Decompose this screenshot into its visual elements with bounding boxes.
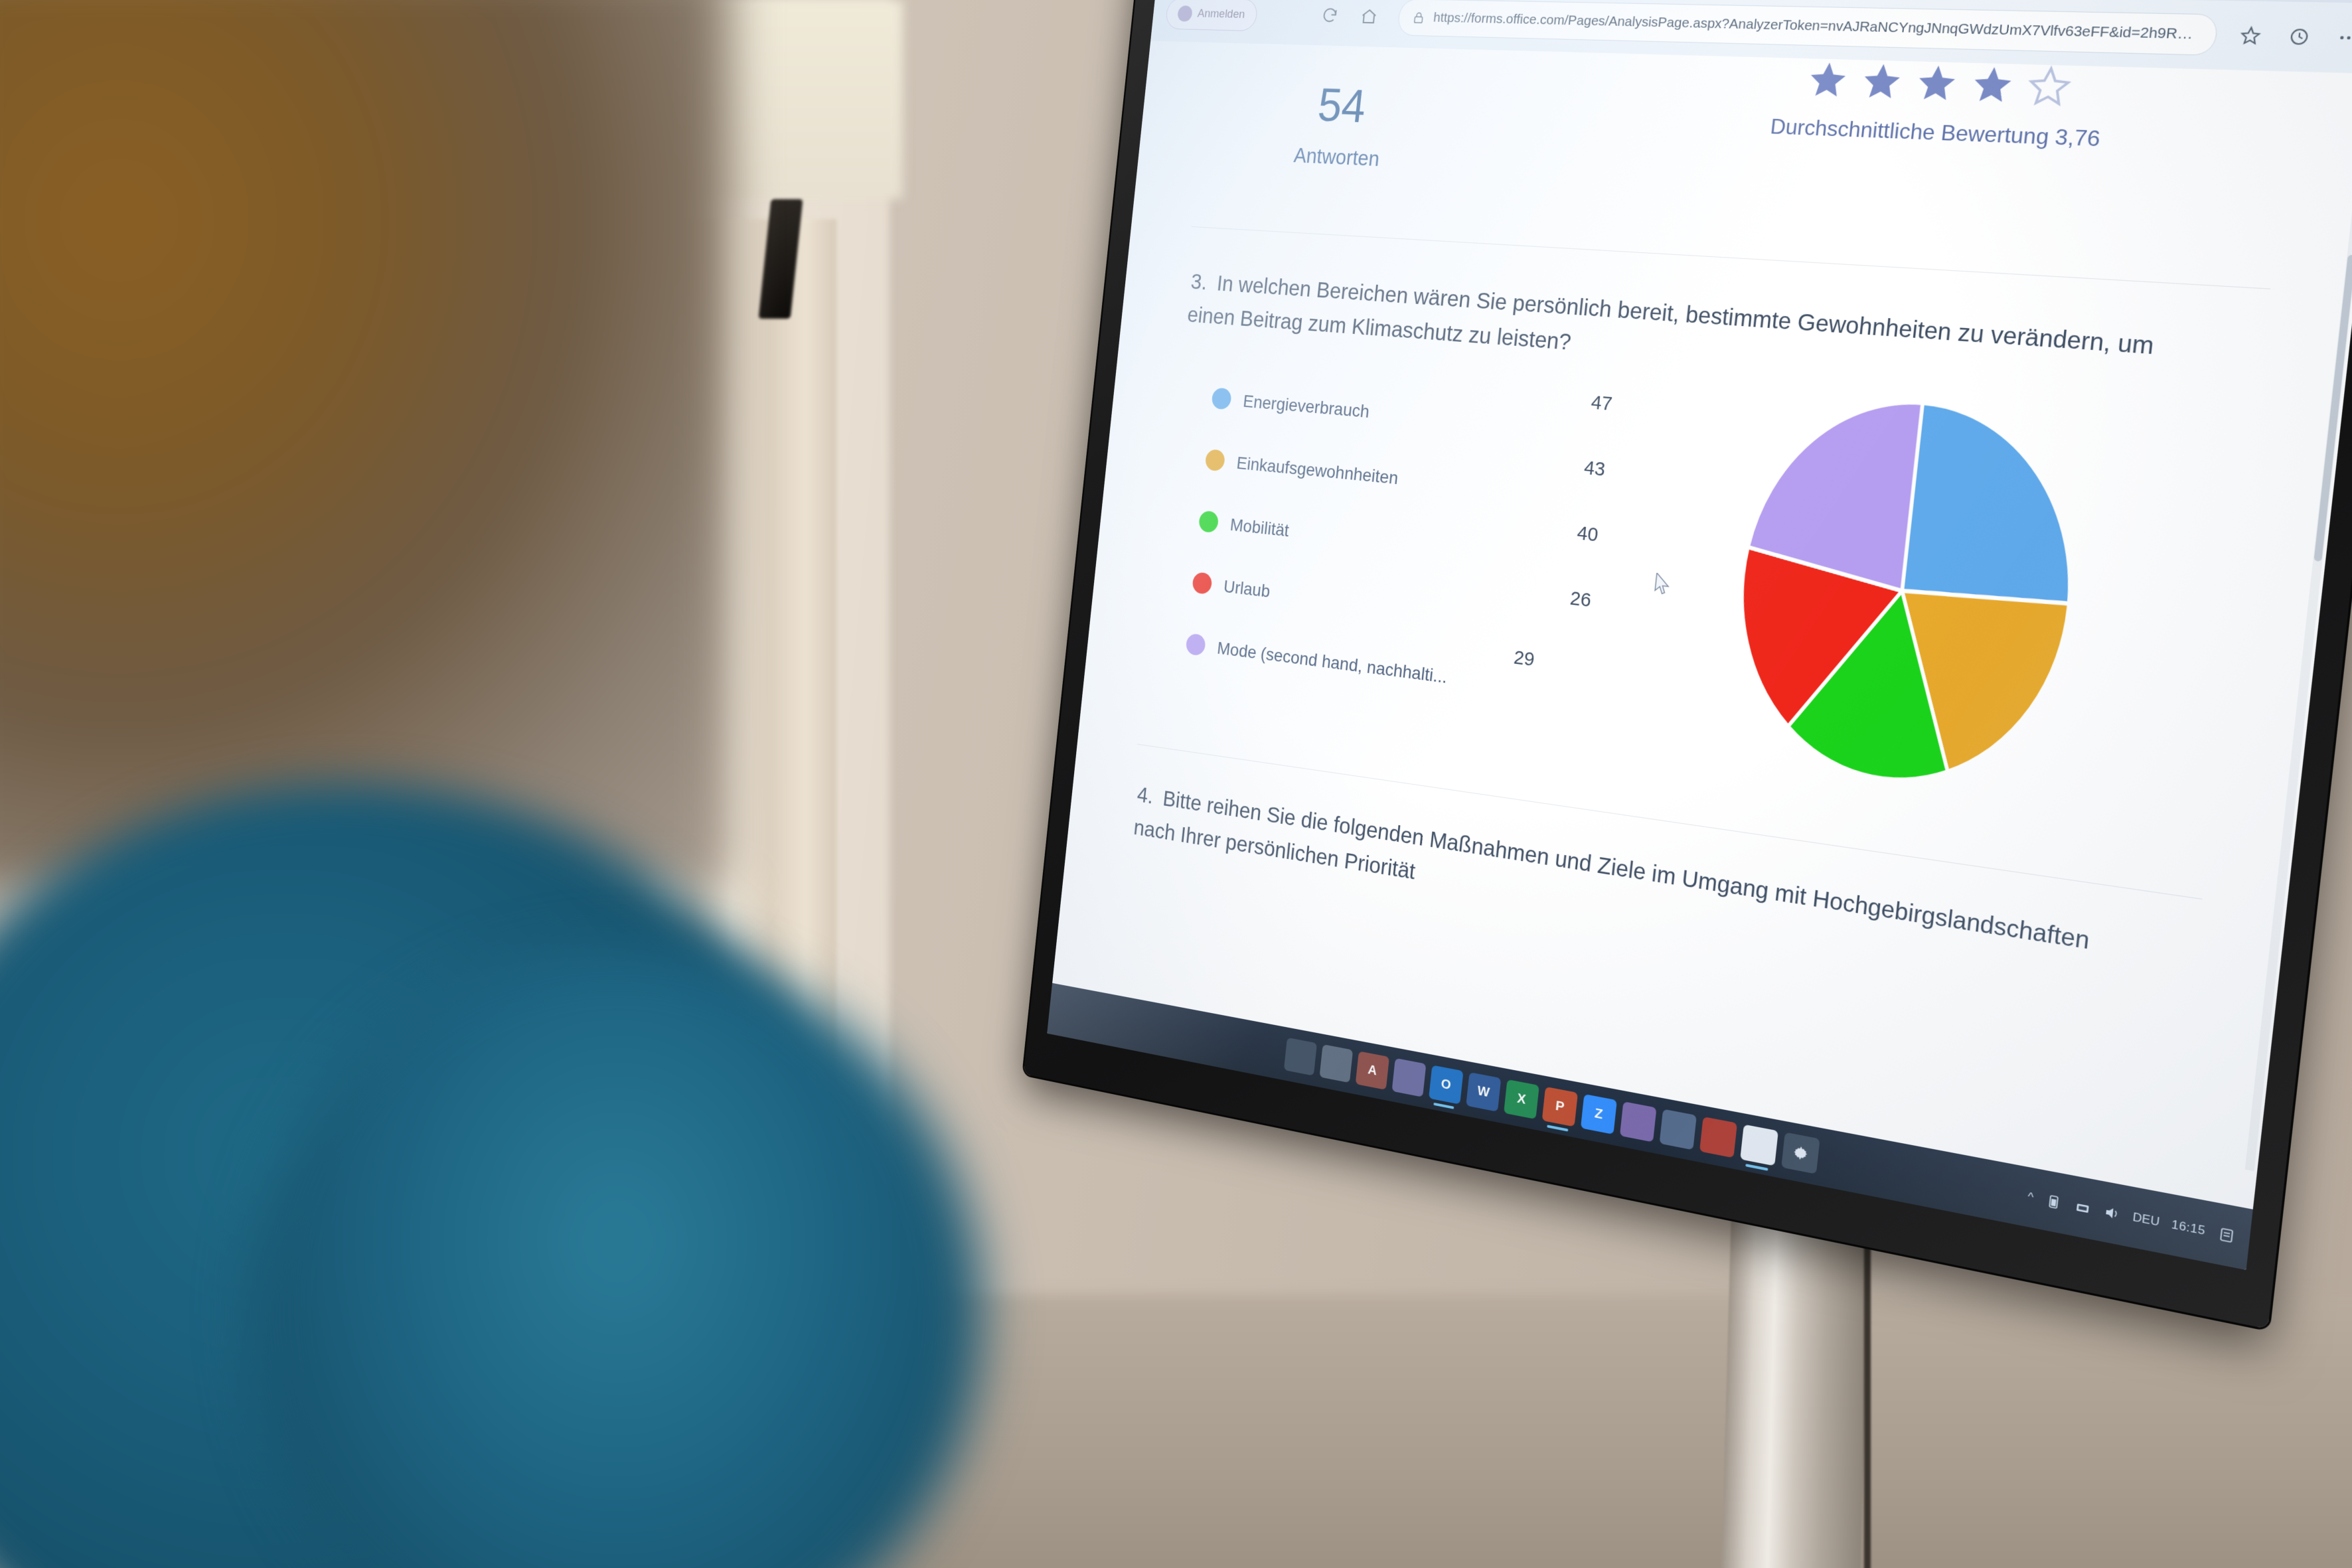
sign-in-button[interactable]: Anmelden	[1164, 0, 1259, 32]
legend-color-dot	[1211, 387, 1233, 410]
legend-value: 43	[1583, 456, 1607, 481]
tray-overflow-icon[interactable]: ^	[2027, 1190, 2035, 1205]
monitor-stand-edge	[1864, 1221, 1871, 1568]
legend-color-dot	[1185, 633, 1207, 657]
legend-label: Einkaufsgewohnheiten	[1235, 452, 1399, 488]
taskbar-notes-app-icon[interactable]	[1740, 1124, 1778, 1166]
pie-slice-energieverbrauch[interactable]	[1902, 402, 2090, 608]
pie-chart[interactable]	[1721, 386, 2093, 805]
question-4-number: 4.	[1136, 782, 1155, 809]
taskbar-recorder-icon[interactable]	[1699, 1117, 1738, 1158]
legend-color-dot	[1204, 448, 1226, 471]
legend-label: Mobilität	[1229, 514, 1291, 540]
responses-label: Antworten	[1293, 143, 1381, 171]
star-outline-icon	[2025, 64, 2074, 109]
volume-icon[interactable]	[2102, 1203, 2122, 1223]
monitor: Microsoft Forms × + https://forms.office…	[1016, 0, 2352, 1416]
legend-value: 26	[1569, 587, 1593, 611]
pie-chart-legend: Energieverbrauch 47 Einkaufsgewohnheiten…	[1183, 368, 1668, 735]
average-rating-summary: Durchschnittliche Bewertung 3,76	[1677, 55, 2213, 156]
taskbar-zoom-icon[interactable]: Z	[1580, 1093, 1617, 1135]
background-floor	[730, 1294, 2352, 1568]
legend-value: 47	[1590, 391, 1614, 415]
question-3-number: 3.	[1190, 270, 1209, 295]
gear-icon	[1793, 1145, 1808, 1161]
pie-chart-svg	[1721, 386, 2093, 805]
lock-icon	[1411, 11, 1426, 25]
monitor-bezel: Microsoft Forms × + https://forms.office…	[1023, 0, 2352, 1330]
legend-value: 40	[1576, 522, 1600, 546]
star-filled-icon	[1972, 66, 2013, 102]
taskbar-security-app-icon[interactable]	[1619, 1101, 1657, 1142]
history-icon[interactable]	[2280, 20, 2319, 54]
taskbar-settings-gear-icon[interactable]	[1781, 1132, 1820, 1174]
taskbar-excel-icon[interactable]: X	[1504, 1079, 1539, 1120]
legend-color-dot	[1192, 571, 1213, 595]
responses-summary: 54 Antworten	[1293, 78, 1387, 171]
favorite-star-icon[interactable]	[2231, 19, 2270, 52]
home-icon[interactable]	[1354, 1, 1384, 31]
taskbar-explorer-icon[interactable]	[1283, 1037, 1317, 1076]
taskbar-file-explorer-icon[interactable]	[1319, 1044, 1354, 1083]
taskbar-outlook-icon[interactable]: O	[1429, 1065, 1464, 1105]
network-icon[interactable]	[2073, 1198, 2092, 1218]
monitor-screen: Microsoft Forms × + https://forms.office…	[1047, 0, 2352, 1271]
tray-clock[interactable]: 16:15	[2170, 1217, 2207, 1238]
taskbar-adobe-acrobat-icon[interactable]: A	[1355, 1051, 1389, 1090]
notifications-icon[interactable]	[2217, 1225, 2236, 1245]
taskbar-powerpoint-icon[interactable]: P	[1541, 1086, 1578, 1127]
sign-in-label: Anmelden	[1196, 7, 1246, 21]
tray-language-indicator[interactable]: DEU	[2132, 1210, 2161, 1229]
mouse-cursor-icon	[1654, 572, 1673, 597]
legend-value: 29	[1512, 646, 1536, 670]
star-filled-icon	[1862, 63, 1902, 99]
legend-color-dot	[1198, 510, 1219, 533]
account-avatar-icon	[1177, 5, 1193, 22]
address-bar[interactable]: https://forms.office.com/Pages/AnalysisP…	[1397, 0, 2219, 56]
question-3-text: In welchen Bereichen wären Sie persönlic…	[1186, 271, 2156, 360]
star-filled-icon	[1808, 62, 1847, 97]
taskbar-word-icon[interactable]: W	[1466, 1072, 1502, 1112]
responses-count: 54	[1315, 78, 1369, 133]
average-rating-label: Durchschnittliche Bewertung 3,76	[1769, 114, 2102, 151]
taskbar-browser-icon[interactable]	[1391, 1058, 1427, 1097]
legend-label: Energieverbrauch	[1242, 390, 1371, 422]
blurred-person-foreground-2	[252, 949, 982, 1568]
reload-icon[interactable]	[1315, 1, 1344, 30]
battery-icon[interactable]	[2044, 1192, 2063, 1212]
taskbar-globe-app-icon[interactable]	[1659, 1109, 1697, 1150]
blurred-foreground-left	[0, 0, 730, 890]
address-bar-url: https://forms.office.com/Pages/AnalysisP…	[1433, 10, 2201, 44]
legend-label: Urlaub	[1222, 576, 1271, 601]
more-options-icon[interactable]	[2329, 21, 2352, 55]
legend-label: Mode (second hand, nachhalti...	[1216, 637, 1449, 687]
star-filled-icon	[1917, 64, 1957, 100]
